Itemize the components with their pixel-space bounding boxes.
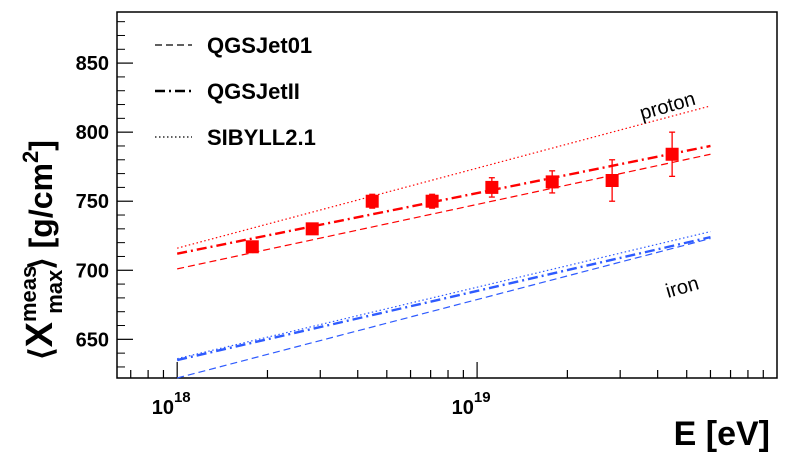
plot-frame (116, 11, 778, 379)
legend: QGSJet01 QGSJetII SIBYLL2.1 (155, 33, 316, 150)
x-tick-label: 1019 (452, 389, 491, 419)
curve-proton-qgsjet01 (177, 153, 711, 270)
y-title-sup: meas (16, 266, 41, 322)
y-title-unit-close: ] (23, 140, 59, 151)
y-tick-label: 700 (76, 260, 109, 282)
y-tick-label: 650 (76, 329, 109, 351)
legend-label: QGSJet01 (207, 33, 312, 58)
annotation-iron: iron (663, 272, 701, 302)
data-point (605, 173, 619, 187)
y-title-close: ⟩ (23, 257, 59, 269)
y-title-unit-exp: 2 (18, 151, 43, 163)
y-tick-label: 800 (76, 122, 109, 144)
svg-text:⟨Xmeasmax⟩ [g/cm2]: ⟨Xmeasmax⟩ [g/cm2] (16, 140, 67, 360)
curve-proton-qgsjetii (176, 144, 711, 255)
annotation-proton: proton (637, 88, 698, 125)
curve-iron-qgsjetii (176, 235, 711, 362)
curve-iron-qgsjet01 (177, 237, 711, 379)
data-point (485, 180, 499, 194)
data-point (305, 222, 319, 236)
y-title-main: X (19, 321, 61, 347)
y-title-sub: max (42, 269, 67, 314)
data-point (545, 175, 559, 189)
curve-iron-sibyll21 (177, 231, 711, 360)
data-point (365, 194, 379, 208)
y-title-unit: [g/cm (23, 163, 59, 257)
y-tick-label: 850 (76, 53, 109, 75)
x-tick-label: 1018 (152, 389, 191, 419)
y-title-open: ⟨ (23, 347, 59, 359)
x-axis-title: E [eV] (674, 415, 770, 453)
y-tick-label: 750 (76, 191, 109, 213)
data-point (245, 240, 259, 254)
legend-label: QGSJetII (207, 79, 300, 104)
axes: 650 700 750 800 850 1018 1019 (76, 21, 764, 419)
data-point (425, 194, 439, 208)
legend-label: SIBYLL2.1 (207, 125, 316, 150)
data-point (665, 147, 679, 161)
y-axis-title: ⟨Xmeasmax⟩ [g/cm2] (16, 140, 67, 360)
model-curves (176, 105, 711, 379)
data-points (245, 131, 679, 254)
